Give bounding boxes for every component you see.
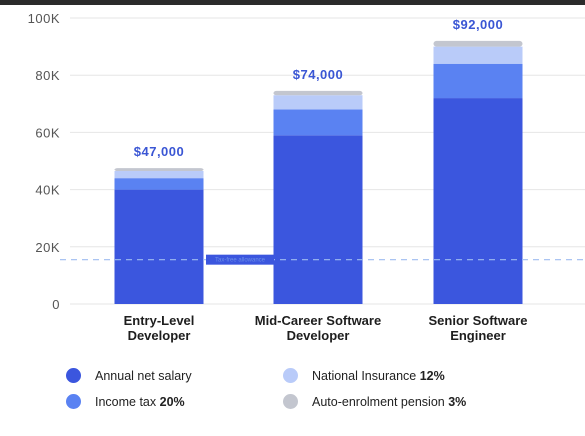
x-category-label: Entry-Level xyxy=(124,313,195,328)
legend-item-net-salary: Annual net salary xyxy=(66,368,192,383)
bar-segment xyxy=(273,95,363,110)
y-tick-label: 40K xyxy=(35,183,60,198)
legend-label: Income tax 20% xyxy=(95,394,185,409)
legend-label: Auto-enrolment pension 3% xyxy=(312,394,467,409)
legend-item-pension: Auto-enrolment pension 3% xyxy=(283,394,466,409)
bar-total-label: $74,000 xyxy=(293,67,344,82)
y-tick-label: 80K xyxy=(35,68,60,83)
bar-segment xyxy=(273,135,363,304)
chart-legend: Annual net salary National Insurance 12%… xyxy=(0,360,585,420)
bar-segment xyxy=(433,40,523,47)
y-tick-label: 60K xyxy=(35,125,60,140)
bar-segment xyxy=(273,90,363,96)
x-category-label: Senior Software xyxy=(429,313,528,328)
bar-segment xyxy=(273,109,363,136)
bar-segment xyxy=(433,98,523,304)
top-bar xyxy=(0,0,585,5)
bar-segment xyxy=(114,178,204,190)
legend-label: National Insurance 12% xyxy=(312,368,445,383)
legend-swatch-net-salary xyxy=(66,368,81,383)
bar-total-label: $92,000 xyxy=(453,17,504,32)
tax-free-allowance-label: Tax-free allowance xyxy=(215,258,266,264)
x-category-label: Developer xyxy=(287,328,350,343)
y-tick-label: 0 xyxy=(52,297,60,312)
x-category-label: Engineer xyxy=(450,328,506,343)
bar-segment xyxy=(433,63,523,99)
bar-total-label: $47,000 xyxy=(134,144,185,159)
bar-segment xyxy=(114,171,204,179)
y-tick-label: 20K xyxy=(35,240,60,255)
bar-segment xyxy=(114,168,204,172)
legend-swatch-national-insurance xyxy=(283,368,298,383)
reference-label-bg xyxy=(206,254,274,265)
bar-segment xyxy=(433,46,523,64)
x-category-label: Mid-Career Software xyxy=(255,313,381,328)
legend-swatch-pension xyxy=(283,394,298,409)
legend-label: Annual net salary xyxy=(95,368,192,383)
legend-item-income-tax: Income tax 20% xyxy=(66,394,185,409)
salary-stacked-bar-chart: 020K40K60K80K100K$47,000Entry-LevelDevel… xyxy=(28,11,585,343)
x-category-label: Developer xyxy=(128,328,191,343)
legend-swatch-income-tax xyxy=(66,394,81,409)
bar-segment xyxy=(114,189,204,304)
y-tick-label: 100K xyxy=(28,11,60,26)
legend-item-national-insurance: National Insurance 12% xyxy=(283,368,445,383)
